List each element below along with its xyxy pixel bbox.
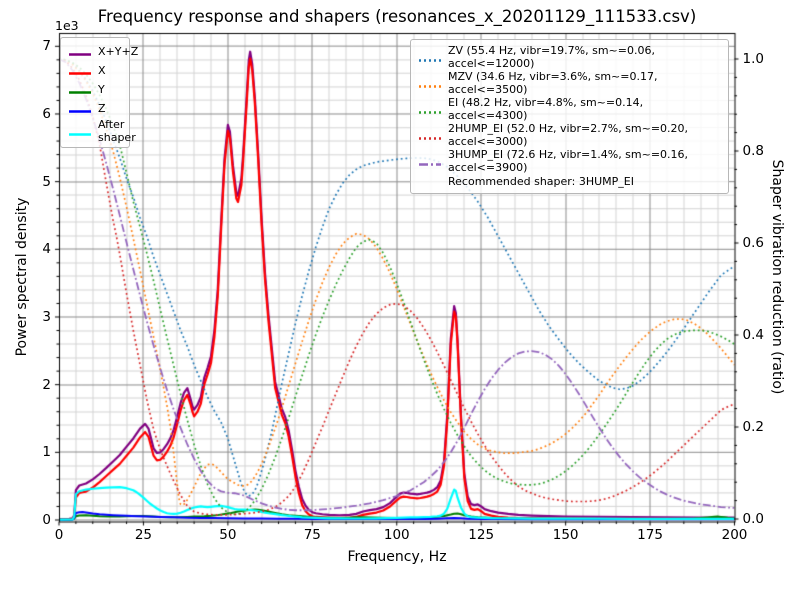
legend-swatch-line — [69, 72, 91, 75]
x-tick-label: 50 — [219, 527, 237, 543]
y-left-tick-label: 3 — [42, 308, 51, 325]
y-right-tick-label: 0.6 — [742, 235, 764, 251]
legend-label: MZV (34.6 Hz, vibr=3.6%, sm~=0.17, accel… — [448, 70, 658, 96]
y-left-tick-label: 4 — [42, 241, 51, 258]
legend-label: ZV (55.4 Hz, vibr=19.7%, sm~=0.06, accel… — [448, 44, 655, 70]
legend-line-icon — [418, 48, 442, 67]
x-tick-label: 75 — [303, 527, 321, 543]
legend-label: After shaper — [98, 118, 136, 144]
y-left-tick-label: 7 — [42, 38, 51, 55]
y-axis-offset-text: 1e3 — [55, 18, 79, 33]
y-left-tick-label: 5 — [42, 173, 51, 190]
legend-entry-shaper-3: 2HUMP_EI (52.0 Hz, vibr=2.7%, sm~=0.20, … — [418, 122, 721, 148]
legend-swatch-line — [69, 110, 91, 113]
legend-entry-shaper-0: ZV (55.4 Hz, vibr=19.7%, sm~=0.06, accel… — [418, 44, 721, 70]
legend-swatch-line — [419, 136, 441, 140]
legend-psd: X+Y+Z X Y Z After shaper — [60, 37, 138, 148]
legend-label: Z — [98, 102, 106, 115]
legend-swatch-line — [419, 58, 441, 62]
legend-entry-shaper-1: MZV (34.6 Hz, vibr=3.6%, sm~=0.17, accel… — [418, 70, 721, 96]
legend-entry-psd-4: After shaper — [68, 118, 136, 144]
legend-entry-psd-2: Y — [68, 80, 122, 99]
legend-line-icon — [68, 99, 92, 118]
legend-line-icon — [68, 80, 92, 99]
legend-entry-shaper-2: EI (48.2 Hz, vibr=4.8%, sm~=0.14, accel<… — [418, 96, 721, 122]
y-right-tick-label: 1.0 — [742, 51, 764, 67]
legend-line-icon — [68, 61, 92, 80]
legend-entry-psd-0: X+Y+Z — [68, 42, 138, 61]
y-left-tick-label: 2 — [42, 376, 51, 393]
x-axis-label: Frequency, Hz — [347, 549, 447, 565]
x-tick-label: 175 — [637, 527, 663, 543]
legend-entry-recommended: Recommended shaper: 3HUMP_EI — [418, 174, 721, 190]
legend-label: EI (48.2 Hz, vibr=4.8%, sm~=0.14, accel<… — [448, 96, 644, 122]
legend-swatch-line — [419, 84, 441, 88]
legend-swatch-line — [419, 110, 441, 114]
y-axis-left-label: Power spectral density — [14, 197, 30, 357]
legend-entry-psd-1: X — [68, 61, 122, 80]
legend-entry-shaper-4: 3HUMP_EI (72.6 Hz, vibr=1.4%, sm~=0.16, … — [418, 148, 721, 174]
legend-swatch-line — [69, 91, 91, 94]
y-left-tick-label: 1 — [42, 444, 51, 461]
y-right-tick-label: 0.0 — [742, 511, 764, 527]
legend-line-icon — [418, 152, 442, 171]
legend-label: 2HUMP_EI (52.0 Hz, vibr=2.7%, sm~=0.20, … — [448, 122, 689, 148]
legend-label: Recommended shaper: 3HUMP_EI — [448, 175, 634, 189]
x-tick-label: 200 — [721, 527, 748, 543]
legend-shapers: ZV (55.4 Hz, vibr=19.7%, sm~=0.06, accel… — [410, 39, 729, 194]
legend-label: Y — [98, 83, 105, 96]
x-tick-label: 25 — [134, 527, 153, 543]
legend-swatch-line — [419, 162, 441, 166]
x-tick-label: 125 — [468, 527, 495, 543]
x-tick-label: 150 — [552, 527, 579, 543]
y-axis-right-label: Shaper vibration reduction (ratio) — [769, 159, 785, 395]
legend-label: X — [98, 64, 106, 77]
legend-entry-psd-3: Z — [68, 99, 122, 118]
y-right-tick-label: 0.4 — [742, 327, 764, 343]
legend-line-icon — [418, 74, 442, 93]
y-right-tick-label: 0.8 — [742, 143, 764, 159]
y-right-tick-label: 0.2 — [742, 419, 764, 435]
legend-line-icon — [68, 42, 92, 61]
y-left-tick-label: 6 — [42, 105, 51, 122]
legend-label: 3HUMP_EI (72.6 Hz, vibr=1.4%, sm~=0.16, … — [448, 148, 689, 174]
x-tick-label: 0 — [54, 527, 64, 543]
legend-line-icon — [418, 126, 442, 145]
legend-swatch-line — [69, 53, 91, 56]
y-left-tick-label: 0 — [42, 512, 51, 528]
legend-label: X+Y+Z — [98, 45, 139, 58]
chart-title: Frequency response and shapers (resonanc… — [97, 7, 697, 26]
x-tick-label: 100 — [383, 527, 410, 543]
legend-swatch-line — [69, 132, 91, 136]
legend-line-icon — [68, 122, 92, 141]
legend-line-icon — [418, 100, 442, 119]
